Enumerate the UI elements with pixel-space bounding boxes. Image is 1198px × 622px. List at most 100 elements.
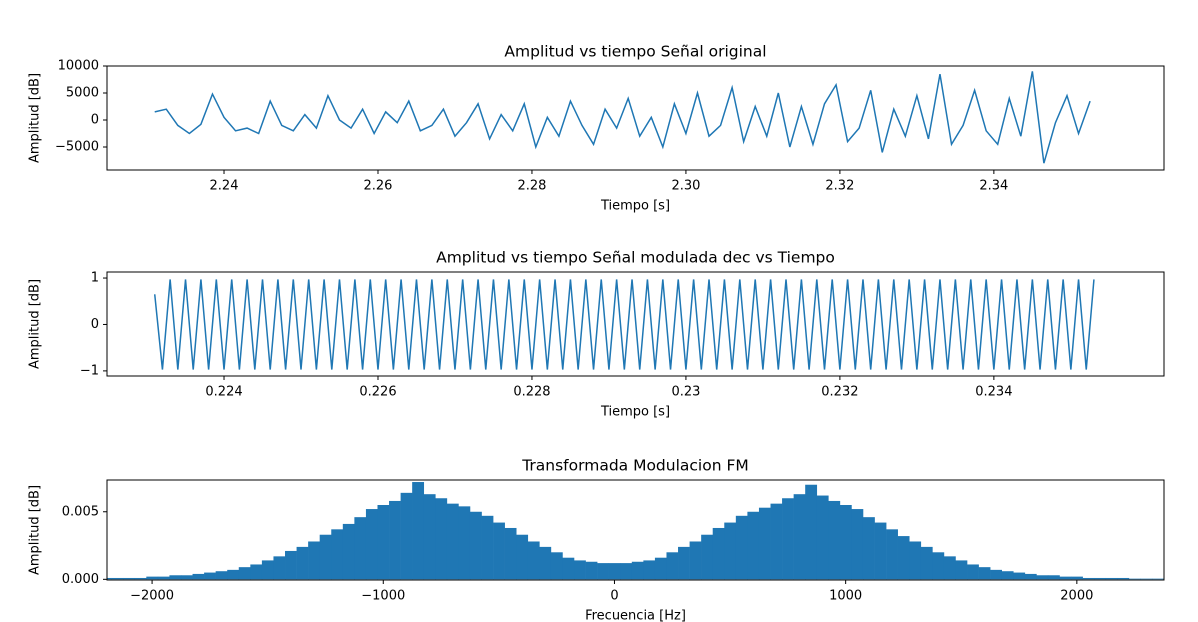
bar xyxy=(123,577,136,580)
bar xyxy=(389,500,401,580)
bar xyxy=(423,494,436,580)
bar xyxy=(608,563,621,580)
axes-frame xyxy=(106,65,1165,171)
bar xyxy=(250,564,263,580)
bar xyxy=(897,536,910,580)
bar xyxy=(342,523,355,580)
bar xyxy=(319,534,332,580)
bar xyxy=(574,560,586,580)
bar xyxy=(134,577,147,580)
bar xyxy=(1024,573,1037,580)
bar xyxy=(1094,577,1107,580)
bar xyxy=(1105,577,1118,580)
bar xyxy=(793,494,806,580)
bar xyxy=(712,527,725,580)
bar xyxy=(146,576,159,580)
bar xyxy=(180,575,193,580)
y-tick-label: 10000 xyxy=(58,59,99,74)
x-tick-label: 0.226 xyxy=(359,385,396,400)
bar xyxy=(215,571,228,580)
bar xyxy=(550,552,563,580)
x-tick-label: 0.228 xyxy=(513,385,550,400)
y-axis-label: Amplitud [dB] xyxy=(28,485,43,575)
y-axis-label: Amplitud [dB] xyxy=(28,73,43,163)
bar xyxy=(1013,572,1026,580)
bar xyxy=(967,564,979,580)
x-tick-label: 0.224 xyxy=(205,385,242,400)
bar xyxy=(238,567,251,580)
bar xyxy=(597,563,609,580)
bar xyxy=(354,517,367,580)
bar xyxy=(678,546,690,580)
bar xyxy=(204,572,216,580)
y-tick-label: 5000 xyxy=(66,86,99,101)
bar xyxy=(851,509,864,580)
y-tick-label: −5000 xyxy=(55,140,99,155)
bar xyxy=(631,561,644,580)
bar xyxy=(643,560,656,580)
x-tick-label: 0.234 xyxy=(975,385,1012,400)
bar xyxy=(701,534,714,580)
bar xyxy=(1001,571,1014,580)
x-tick-label: 2.34 xyxy=(979,179,1008,194)
bar xyxy=(1059,576,1072,580)
bar xyxy=(620,563,633,580)
y-tick-label: −1 xyxy=(80,363,99,378)
bar xyxy=(805,484,818,580)
bar xyxy=(654,557,667,580)
bar xyxy=(192,573,205,580)
bar xyxy=(1140,578,1153,580)
bar xyxy=(157,576,170,580)
bar xyxy=(874,522,887,580)
bar xyxy=(943,556,956,580)
bar xyxy=(504,527,517,580)
x-tick-label: 2.30 xyxy=(671,179,700,194)
bar xyxy=(932,552,945,580)
bar xyxy=(909,541,922,580)
y-tick-label: 0.000 xyxy=(62,572,99,587)
bar xyxy=(285,550,297,580)
bar xyxy=(261,560,274,580)
bar xyxy=(481,515,494,580)
y-tick-label: 1 xyxy=(91,271,99,286)
bar xyxy=(747,511,760,580)
axes-frame xyxy=(106,479,1165,581)
bar xyxy=(331,529,344,580)
bar xyxy=(1047,575,1060,580)
bar xyxy=(724,522,737,580)
x-tick-label: 1000 xyxy=(829,589,862,604)
bar xyxy=(169,575,182,580)
x-tick-label: 2000 xyxy=(1060,589,1093,604)
bar xyxy=(1071,576,1083,580)
bar xyxy=(689,541,702,580)
bar xyxy=(365,509,378,580)
bar xyxy=(782,498,794,580)
bar xyxy=(458,506,471,580)
bar xyxy=(493,522,505,580)
bar xyxy=(227,569,240,580)
y-tick-label: 0 xyxy=(91,317,99,332)
bar xyxy=(585,561,598,580)
x-axis-label: Tiempo [s] xyxy=(600,199,670,214)
bar xyxy=(516,534,529,580)
x-tick-label: 0.232 xyxy=(821,385,858,400)
bar xyxy=(539,546,552,580)
bar xyxy=(1082,577,1095,580)
bar xyxy=(735,515,748,580)
bar xyxy=(758,507,771,580)
bar xyxy=(666,552,679,580)
x-axis-label: Tiempo [s] xyxy=(600,405,670,420)
bar xyxy=(920,546,933,580)
bar xyxy=(446,503,459,580)
bar xyxy=(1128,578,1141,580)
x-tick-label: 0 xyxy=(610,589,618,604)
chart-title: Amplitud vs tiempo Señal original xyxy=(504,43,766,61)
bar xyxy=(990,569,1003,580)
line xyxy=(153,279,1095,370)
bar xyxy=(308,541,320,580)
bar xyxy=(273,556,286,580)
x-tick-label: −2000 xyxy=(130,589,174,604)
x-tick-label: 0.23 xyxy=(671,385,700,400)
bar xyxy=(828,500,841,580)
bar xyxy=(527,541,540,580)
